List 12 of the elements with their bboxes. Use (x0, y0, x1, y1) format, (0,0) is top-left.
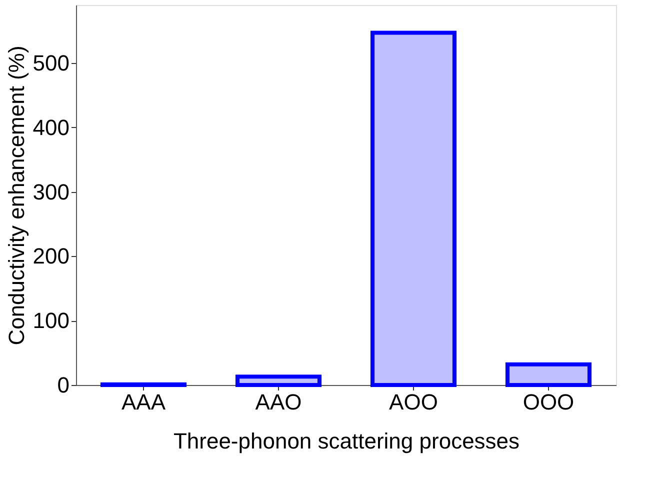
y-tick-label: 500 (32, 50, 70, 76)
y-tick-label: 200 (32, 244, 70, 269)
y-axis-title: Conductivity enhancement (%) (4, 46, 29, 346)
x-tick-label: AAA (121, 390, 166, 414)
x-tick-label: AAO (255, 390, 302, 414)
y-tick-label: 300 (32, 179, 70, 204)
y-tick-label: 400 (32, 114, 70, 140)
y-tick-label: 0 (57, 372, 70, 398)
x-tick-label: OOO (522, 390, 574, 414)
x-axis-title: Three-phonon scattering processes (173, 428, 520, 454)
x-tick-label: AOO (389, 390, 438, 414)
y-tick-label: 100 (32, 308, 70, 334)
